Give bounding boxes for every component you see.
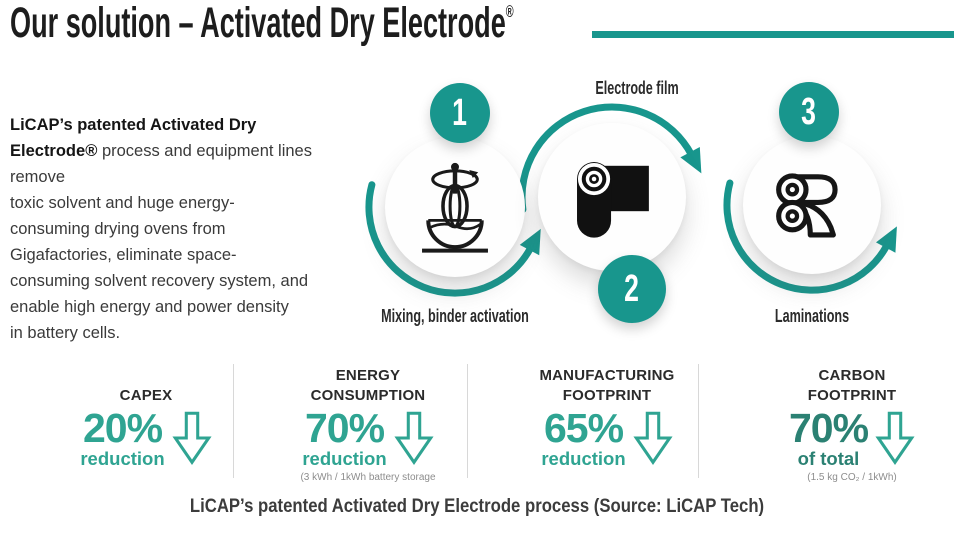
intro-bold-text: Electrode®	[10, 142, 98, 160]
step-label-laminations: Laminations	[774, 306, 850, 326]
stats-divider	[467, 364, 468, 478]
stat-carbon-footprint: CARBON FOOTPRINT 70% of total (1.5 kg CO…	[752, 364, 952, 484]
stat-numbers: 70% of total	[788, 405, 869, 469]
intro-regular-text: Gigafactories, eliminate space-	[10, 246, 237, 264]
down-arrow-icon	[633, 411, 673, 465]
stat-qualifier: reduction	[541, 447, 626, 469]
stats-divider	[233, 364, 234, 478]
intro-bold-text: LiCAP’s patented Activated Dry	[10, 116, 257, 134]
registered-mark: ®	[505, 2, 514, 21]
step-number: 2	[624, 268, 640, 310]
intro-line: in battery cells.	[10, 320, 370, 346]
stat-main: 20% reduction	[80, 405, 212, 469]
intro-line: consuming solvent recovery system, and	[10, 268, 370, 294]
stat-value: 70%	[788, 405, 869, 451]
intro-regular-text: enable high energy and power density	[10, 298, 289, 316]
intro-line: Gigafactories, eliminate space-	[10, 242, 370, 268]
stat-main: 70% reduction	[302, 405, 434, 469]
stat-value: 20%	[82, 405, 163, 451]
intro-line: enable high energy and power density	[10, 294, 370, 320]
stat-value: 65%	[543, 405, 624, 451]
intro-regular-text: consuming solvent recovery system, and	[10, 272, 309, 290]
step-label-mixing: Mixing, binder activation	[381, 306, 529, 326]
intro-regular-text: process and equipment lines	[97, 142, 312, 160]
intro-regular-text: consuming drying ovens from	[10, 220, 226, 238]
intro-line: toxic solvent and huge energy-	[10, 190, 370, 216]
stat-heading: MANUFACTURING FOOTPRINT	[539, 367, 675, 405]
step-circle-laminations	[743, 136, 881, 274]
step-number-badge-2: 2	[598, 255, 666, 323]
intro-line: remove	[10, 164, 370, 190]
stat-value: 70%	[304, 405, 385, 451]
electrode-film-roll-icon	[577, 162, 649, 238]
intro-line: Electrode® process and equipment lines	[10, 138, 370, 164]
intro-line: consuming drying ovens from	[10, 216, 370, 242]
stats-divider	[698, 364, 699, 478]
stat-footnote: (3 kWh / 1kWh battery storage	[300, 472, 436, 484]
stat-numbers: 70% reduction	[302, 405, 387, 469]
stat-heading: CARBON FOOTPRINT	[807, 367, 897, 405]
step-number: 1	[452, 92, 468, 134]
step-number-badge-3: 3	[779, 82, 839, 142]
stat-capex: CAPEX 20% reduction	[66, 364, 226, 484]
slide-title: Our solution – Activated Dry Electrode®	[10, 2, 514, 45]
step-label-electrode-film: Electrode film	[595, 78, 679, 98]
step-circle-electrode-film	[538, 123, 686, 271]
step-circle-mixing	[385, 137, 525, 277]
stat-footnote: (1.5 kg CO₂ / 1kWh)	[807, 472, 897, 484]
stat-numbers: 20% reduction	[80, 405, 165, 469]
stat-qualifier: reduction	[80, 447, 165, 469]
intro-line: LiCAP’s patented Activated Dry	[10, 112, 370, 138]
down-arrow-icon	[875, 411, 915, 465]
down-arrow-icon	[172, 411, 212, 465]
step-number-badge-1: 1	[430, 83, 490, 143]
intro-paragraph: LiCAP’s patented Activated Dry Electrode…	[10, 112, 370, 346]
caption: LiCAP’s patented Activated Dry Electrode…	[189, 496, 765, 517]
stat-main: 70% of total	[788, 405, 915, 469]
down-arrow-icon	[394, 411, 434, 465]
intro-regular-text: remove	[10, 168, 66, 186]
lamination-rollers-icon	[776, 173, 838, 238]
title-accent-rule	[592, 31, 954, 38]
stat-heading: CAPEX	[119, 387, 173, 405]
stat-qualifier: of total	[797, 447, 860, 469]
mixing-bowl-whisk-icon	[422, 162, 488, 253]
stat-main: 65% reduction	[541, 405, 673, 469]
intro-regular-text: in battery cells.	[10, 324, 121, 342]
stat-numbers: 65% reduction	[541, 405, 626, 469]
intro-regular-text: toxic solvent and huge energy-	[10, 194, 235, 212]
stat-energy-consumption: ENERGY CONSUMPTION 70% reduction (3 kWh …	[268, 364, 468, 484]
step-number: 3	[801, 91, 817, 133]
stat-heading: ENERGY CONSUMPTION	[310, 367, 426, 405]
stat-manufacturing-footprint: MANUFACTURING FOOTPRINT 65% reduction	[507, 364, 707, 484]
stat-qualifier: reduction	[302, 447, 387, 469]
title-text: Our solution – Activated Dry Electrode	[10, 0, 506, 47]
